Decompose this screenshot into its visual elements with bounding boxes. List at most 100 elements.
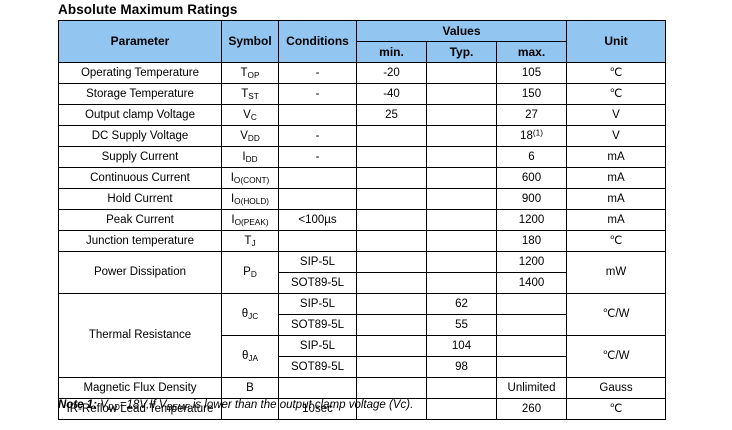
cell-symbol: IDD xyxy=(221,146,279,168)
page-title: Absolute Maximum Ratings xyxy=(58,2,238,17)
table-row: Supply Current IDD - 6 mA xyxy=(58,146,666,168)
cell-conditions: SOT89-5L xyxy=(278,314,357,336)
absolute-maximum-ratings-table: Parameter Symbol Conditions Values Unit … xyxy=(58,20,666,420)
cell-conditions: - xyxy=(278,83,357,105)
cell-symbol: IO(CONT) xyxy=(221,167,279,189)
cell-parameter: Output clamp Voltage xyxy=(58,104,222,126)
cell-max xyxy=(496,335,567,357)
table-row: Operating Temperature TOP - -20 105 ℃ xyxy=(58,62,666,84)
cell-typ xyxy=(426,230,497,252)
table-row: Peak Current IO(PEAK) <100µs 1200 mA xyxy=(58,209,666,231)
table-row: DC Supply Voltage VDD - 18(1) V xyxy=(58,125,666,147)
cell-symbol: TJ xyxy=(221,230,279,252)
cell-max: 1200 xyxy=(496,251,567,273)
cell-typ xyxy=(426,146,497,168)
column-header-symbol: Symbol xyxy=(221,20,279,63)
cell-unit: V xyxy=(566,104,666,126)
cell-typ xyxy=(426,62,497,84)
cell-min xyxy=(356,125,427,147)
cell-conditions xyxy=(278,188,357,210)
cell-min xyxy=(356,188,427,210)
table-row: Continuous Current IO(CONT) 600 mA xyxy=(58,167,666,189)
cell-min xyxy=(356,377,427,399)
cell-typ xyxy=(426,272,497,294)
cell-symbol: VC xyxy=(221,104,279,126)
cell-min xyxy=(356,251,427,273)
cell-typ: 104 xyxy=(426,335,497,357)
header-row-sub: min. Typ. max. xyxy=(59,41,666,63)
cell-typ xyxy=(426,104,497,126)
cell-unit: mA xyxy=(566,146,666,168)
cell-conditions: SIP-5L xyxy=(278,251,357,273)
cell-symbol: VDD xyxy=(221,125,279,147)
cell-unit: mW xyxy=(566,251,666,294)
cell-parameter: Junction temperature xyxy=(58,230,222,252)
cell-parameter: Continuous Current xyxy=(58,167,222,189)
header-row-top: Parameter Symbol Conditions Values Unit xyxy=(58,20,666,63)
cell-typ: 55 xyxy=(426,314,497,336)
cell-max: 18(1) xyxy=(496,125,567,147)
column-header-unit: Unit xyxy=(566,20,666,63)
footnote-note-1: Note 1: VDD=18V,If VBEMF is lower than t… xyxy=(58,399,413,411)
table-row: Magnetic Flux Density B Unlimited Gauss xyxy=(58,377,666,399)
cell-symbol: IO(PEAK) xyxy=(221,209,279,231)
cell-min xyxy=(356,335,427,357)
cell-parameter: Hold Current xyxy=(58,188,222,210)
cell-max: 105 xyxy=(496,62,567,84)
cell-symbol: TOP xyxy=(221,62,279,84)
footnote-label: Note 1: xyxy=(58,399,97,411)
cell-min xyxy=(356,146,427,168)
cell-typ xyxy=(426,188,497,210)
cell-max: 150 xyxy=(496,83,567,105)
cell-max: 6 xyxy=(496,146,567,168)
table-row: Storage Temperature TST - -40 150 ℃ xyxy=(58,83,666,105)
cell-conditions: - xyxy=(278,125,357,147)
cell-symbol: TST xyxy=(221,83,279,105)
column-header-conditions: Conditions xyxy=(278,20,357,63)
table-row: Hold Current IO(HOLD) 900 mA xyxy=(58,188,666,210)
cell-min xyxy=(356,230,427,252)
cell-max: 180 xyxy=(496,230,567,252)
table-header: Parameter Symbol Conditions Values Unit … xyxy=(58,20,666,63)
cell-conditions: <100µs xyxy=(278,209,357,231)
cell-min xyxy=(356,293,427,315)
cell-symbol: PD xyxy=(221,251,279,294)
cell-parameter: Peak Current xyxy=(58,209,222,231)
cell-min: -40 xyxy=(356,83,427,105)
cell-parameter: IR-Reflow Lead Temperature xyxy=(58,398,222,420)
cell-min xyxy=(356,356,427,378)
cell-conditions: - xyxy=(278,62,357,84)
cell-unit: ℃ xyxy=(566,83,666,105)
cell-typ: 62 xyxy=(426,293,497,315)
cell-min: 25 xyxy=(356,104,427,126)
cell-conditions: 10sec xyxy=(278,398,357,420)
table-body: Operating Temperature TOP - -20 105 ℃ Storage … xyxy=(58,62,666,420)
cell-typ xyxy=(426,125,497,147)
cell-min: -20 xyxy=(356,62,427,84)
cell-symbol: B xyxy=(221,377,279,399)
cell-typ xyxy=(426,167,497,189)
cell-unit: mA xyxy=(566,188,666,210)
cell-max xyxy=(496,314,567,336)
cell-parameter: Power Dissipation xyxy=(58,251,222,294)
cell-typ xyxy=(426,209,497,231)
cell-unit: Gauss xyxy=(566,377,666,399)
footnote-text: VDD=18V,If VBEMF is lower than the outpu… xyxy=(100,399,414,412)
cell-max: Unlimited xyxy=(496,377,567,399)
cell-parameter: DC Supply Voltage xyxy=(58,125,222,147)
cell-conditions: SIP-5L xyxy=(278,293,357,315)
cell-conditions xyxy=(278,167,357,189)
cell-typ xyxy=(426,377,497,399)
cell-parameter: Magnetic Flux Density xyxy=(58,377,222,399)
cell-conditions xyxy=(278,104,357,126)
cell-max xyxy=(496,293,567,315)
cell-min xyxy=(356,167,427,189)
cell-min xyxy=(356,272,427,294)
cell-typ xyxy=(426,83,497,105)
footnote-marker: (1) xyxy=(532,128,543,138)
table-row: IR-Reflow Lead Temperature 10sec 260 ℃ xyxy=(58,398,666,420)
cell-conditions: SOT89-5L xyxy=(278,272,357,294)
cell-unit: mA xyxy=(566,167,666,189)
cell-typ: 98 xyxy=(426,356,497,378)
